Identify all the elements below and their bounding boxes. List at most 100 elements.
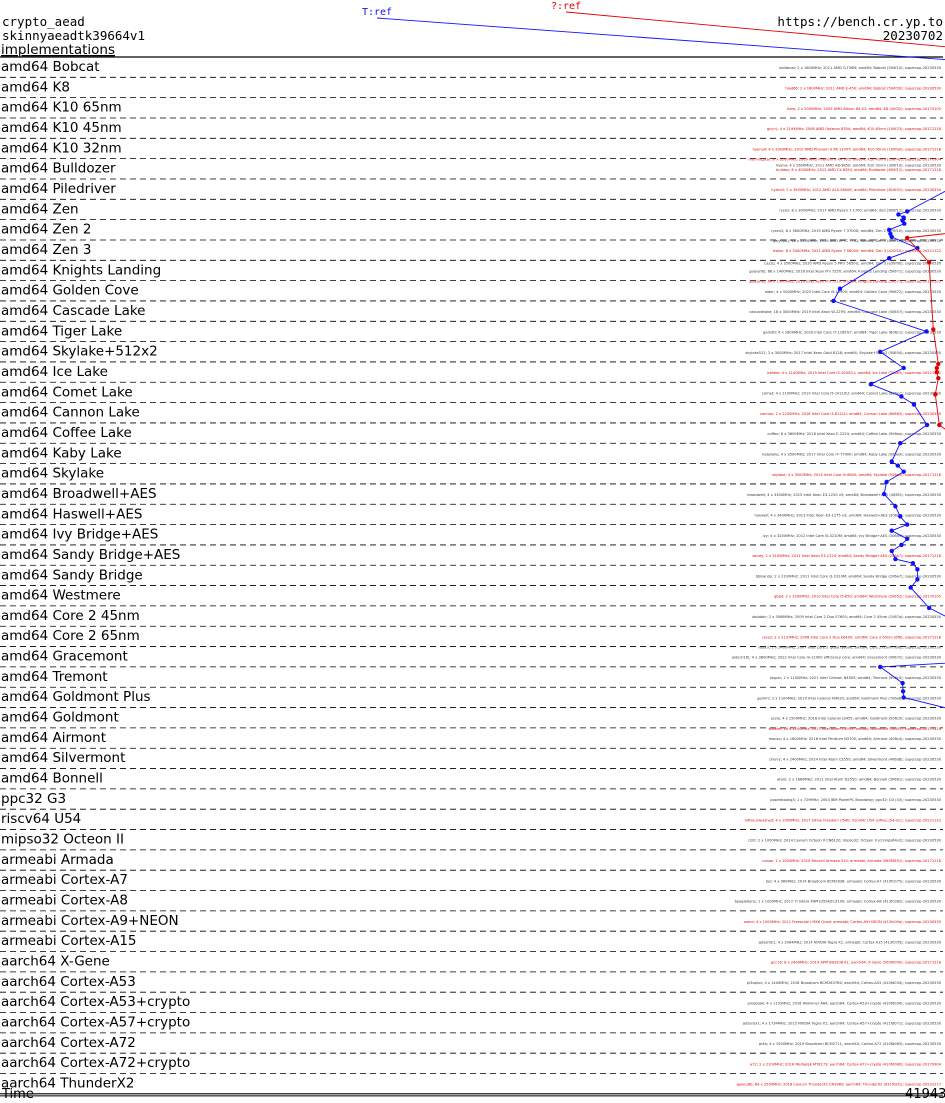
series-line <box>832 190 945 709</box>
series-layer: T:ref ?:ref <box>362 1 945 709</box>
header-implementations-link[interactable]: implementations <box>1 42 115 58</box>
row-note: powerbookg3; 1 x 729MHz; 2003 IBM PowerP… <box>770 798 942 802</box>
data-point <box>915 577 920 582</box>
category-label: amd64 Cascade Lake <box>1 303 146 319</box>
row-note: broadwell; 4 x 3300MHz; 2015 Intel Xeon … <box>747 493 941 497</box>
data-point <box>898 441 903 446</box>
category-label: aarch64 Cortex-A72 <box>1 1035 136 1051</box>
x-axis-title: Time <box>1 1087 34 1102</box>
row-note: comet; 4 x 2100MHz; 2019 Intel Core i5-1… <box>762 391 942 395</box>
data-point <box>905 536 910 541</box>
row-note: ryzen; 8 x 3000MHz; 2017 AMD Ryzen 7 170… <box>779 208 942 212</box>
row-note: sandy; 2 x 3100MHz; 2011 Intel Xeon E3-1… <box>752 554 941 558</box>
data-point <box>926 260 932 265</box>
row-note: a72; 2 x 2100MHz; 2016 Mediatek MT8173; … <box>750 1062 942 1066</box>
category-label: amd64 Goldmont Plus <box>1 689 151 705</box>
series-leader <box>565 11 945 48</box>
category-label: amd64 Cannon Lake <box>1 405 140 421</box>
category-label: riscv64 U54 <box>1 811 81 827</box>
category-label: amd64 Tremont <box>1 669 108 685</box>
row-note: haswell; 4 x 3400MHz; 2013 Intel Xeon E3… <box>754 513 941 517</box>
data-point <box>898 514 903 519</box>
data-point <box>911 402 917 407</box>
row-note: atom; 2 x 1666MHz; 2011 Intel Atom D2550… <box>777 778 942 782</box>
row-note: ivy; 4 x 3200MHz; 2012 Intel Core i5-321… <box>763 534 942 538</box>
row-note: hyena; 4 x 2600MHz; 2011 AMD A8-3850; am… <box>776 164 942 168</box>
row-note: alder; 4 x 5000MHz; 2022 Intel Core i9-1… <box>765 290 942 294</box>
data-point <box>899 394 904 399</box>
row-note: pi4b; 4 x 1500MHz; 2019 Broadcom BCM2711… <box>759 1042 942 1046</box>
data-point <box>884 479 889 485</box>
category-label: amd64 Tiger Lake <box>1 323 122 339</box>
data-point <box>902 221 907 226</box>
row-note: gcc(r); 4 x 2194MHz; 2008 AMD Opteron 83… <box>767 127 942 131</box>
row-note: ci20; 2 x 1000MHz; 2014 Cavium Octeon II… <box>748 839 942 843</box>
row-note: ryzen2; 8 x 3600MHz; 2019 AMD Ryzen 7 37… <box>771 229 942 233</box>
row-note: latour; 2 x 2400MHz; 2007 Intel Core 2 Q… <box>758 646 941 650</box>
data-point <box>895 463 900 468</box>
category-label: amd64 K10 32nm <box>1 140 122 156</box>
row-note: skylake512; 2 x 3000MHz; 2017 Intel Xeon… <box>745 351 941 355</box>
category-label: amd64 Haswell+AES <box>1 506 142 522</box>
data-point <box>901 469 906 474</box>
row-note: zooMel; 16 x 2100MHz; 2017 Intel Atom C3… <box>768 727 941 731</box>
data-point <box>910 561 916 566</box>
category-label: amd64 Silvermont <box>1 750 125 766</box>
row-note: cherry; 4 x 2400MHz; 2014 Intel Atom C25… <box>769 757 942 761</box>
data-point <box>889 459 894 464</box>
header-primitive-name: skinnyaeadtk39664v1 <box>2 28 145 43</box>
category-label: aarch64 Cortex-A72+crypto <box>1 1055 190 1071</box>
category-label: amd64 K10 45nm <box>1 120 122 136</box>
row-notes: bblobcat; 2 x 1600MHz; 2011 AMD G-T56N; … <box>732 66 942 1087</box>
category-label: aarch64 Cortex-A53+crypto <box>1 994 190 1010</box>
data-point <box>837 286 843 291</box>
category-label: amd64 Knights Landing <box>1 262 161 278</box>
category-label: amd64 Bobcat <box>1 59 100 75</box>
row-note: icelake; 4 x 1100MHz; 2019 Intel Core i3… <box>767 371 941 375</box>
data-point <box>905 209 910 214</box>
data-point <box>901 365 906 371</box>
category-label: amd64 Westmere <box>1 588 121 604</box>
row-note: gaiyu(l8); 68 x 1400MHz; 2016 Intel Xeon… <box>749 269 941 273</box>
data-point <box>889 528 894 533</box>
data-point <box>931 327 936 332</box>
row-note: pi3aplus; 4 x 1400MHz; 2018 Broadcom BCM… <box>747 981 942 985</box>
category-label: aarch64 ThunderX2 <box>1 1076 134 1092</box>
category-label: amd64 Core 2 45nm <box>1 608 140 624</box>
row-note: cannon; 2 x 2200MHz; 2018 Intel Core i3-… <box>760 412 942 416</box>
header-url: https://bench.cr.yp.to <box>777 14 943 29</box>
data-point <box>905 522 910 527</box>
row-note: beaglebone; 1 x 1000MHz; 2012 TI Sitara … <box>735 900 942 904</box>
category-label: amd64 Ivy Bridge+AES <box>1 527 158 543</box>
data-point <box>900 689 906 694</box>
row-note: gaiyu(l8); 64 x 1500MHz; 2016 Intel Xeon… <box>749 280 941 284</box>
category-label: amd64 Sandy Bridge+AES <box>1 547 180 563</box>
row-note: alder(l16); 4 x 3800MHz; 2022 Intel Core… <box>732 656 942 660</box>
row-note: jasper; 2 x 1100MHz; 2021 Intel Celeron … <box>769 676 942 680</box>
row-note: bblsandy; 2 x 2100MHz; 2011 Intel Core i… <box>756 574 942 578</box>
row-note: gaiyu(l8); 48 x 2250MHz; 2019 AMD EPYC 7… <box>773 239 942 243</box>
series-line <box>906 233 945 430</box>
category-label: aarch64 X-Gene <box>1 954 110 970</box>
row-note: core2; 2 x 2137MHz; 2006 Intel Core 2 Du… <box>762 635 942 639</box>
category-label: amd64 Golden Cove <box>1 283 139 299</box>
category-label: amd64 Comet Lake <box>1 384 133 400</box>
row-note: skylake; 4 x 3500MHz; 2015 Intel Core i5… <box>772 473 942 477</box>
category-label: amd64 Bonnell <box>1 771 103 787</box>
data-point <box>893 556 898 562</box>
category-label: armeabi Armada <box>1 852 114 868</box>
data-point <box>915 567 920 572</box>
category-label: amd64 K8 <box>1 79 70 95</box>
row-note: hwloc; 8 x 3400MHz; 2021 AMD Ryzen 7 580… <box>773 249 941 253</box>
data-point <box>887 227 892 232</box>
category-label: amd64 Skylake+512x2 <box>1 344 158 360</box>
row-note: cascadelake; 18 x 3000MHz; 2019 Intel Xe… <box>749 310 942 314</box>
category-label: armeabi Cortex-A9+NEON <box>1 913 179 929</box>
row-note: hyena4; 6 x 3300MHz; 2010 AMD Phenom II … <box>753 147 942 151</box>
row-note: gamdtl; 4 x 2800MHz; 2020 Intel Core i7-… <box>763 330 942 334</box>
category-label: amd64 Kaby Lake <box>1 445 122 461</box>
row-note: bpi; 4 x 960MHz; 2014 Broadcom BCM2836; … <box>766 879 942 883</box>
row-note: hydra3; 2 x 3900MHz; 2012 AMD A10-5800K;… <box>771 188 941 192</box>
data-point <box>905 235 910 241</box>
